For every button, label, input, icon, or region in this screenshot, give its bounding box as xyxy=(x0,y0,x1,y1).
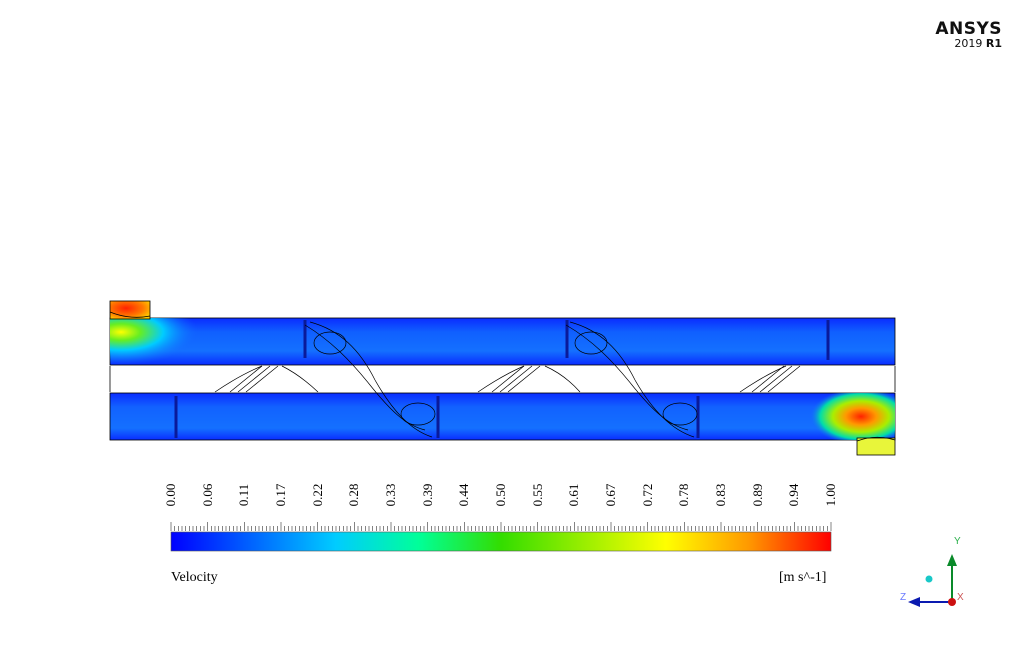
axis-y-label: Y xyxy=(954,536,961,547)
colorbar-tick-label: 0.50 xyxy=(493,483,508,507)
inlet-region xyxy=(110,318,220,365)
baffles xyxy=(174,320,830,438)
helical-baffle-outlines xyxy=(214,321,801,438)
colorbar-tick-label: 0.00 xyxy=(163,483,178,507)
logo-version-release: R1 xyxy=(985,37,1002,50)
axis-x-label: X xyxy=(957,592,964,603)
colorbar-minor-ticks xyxy=(170,522,832,531)
colorbar-tick-label: 0.61 xyxy=(566,483,582,507)
colorbar-tick-label: 0.22 xyxy=(309,483,325,507)
colorbar-tick-label: 0.06 xyxy=(199,483,215,507)
ansys-logo: ANSYS 2019 R1 xyxy=(935,20,1002,50)
shell-bottom-band xyxy=(109,392,896,441)
axis-z-label: Z xyxy=(900,592,906,603)
legend-title: Velocity xyxy=(171,570,218,585)
logo-version-year: 2019 xyxy=(954,37,983,50)
inlet-curve xyxy=(109,311,151,318)
logo-brand: ANSYS xyxy=(935,19,1002,39)
colorbar-tick-label: 0.11 xyxy=(236,483,252,507)
colorbar-tick-label: 0.39 xyxy=(419,483,435,507)
colorbar-tick-label: 0.78 xyxy=(676,483,692,507)
colorbar-tick-label: 0.28 xyxy=(346,483,362,507)
colorbar-tick-label: 0.94 xyxy=(786,483,802,507)
outlet-curve xyxy=(856,436,896,442)
legend-units: [m s^-1] xyxy=(779,570,827,585)
gap-strip xyxy=(110,366,895,392)
contour-plot xyxy=(109,300,896,456)
colorbar-tick-label: 0.55 xyxy=(529,483,545,507)
inlet-nozzle xyxy=(109,300,151,320)
legend-colorbar xyxy=(170,522,832,552)
colorbar-tick-label: 0.72 xyxy=(639,483,655,507)
colorbar-tick-label: 0.67 xyxy=(603,483,618,507)
outlet-region xyxy=(810,393,895,440)
outlet-nozzle xyxy=(856,437,896,456)
colorbar-tick-label: 0.89 xyxy=(749,483,765,507)
logo-version: 2019 R1 xyxy=(935,38,1002,50)
colorbar-fill xyxy=(170,531,832,552)
shell-top-band xyxy=(109,317,896,366)
axis-triad[interactable]: Y Z X xyxy=(900,536,964,607)
colorbar-tick-label: 0.44 xyxy=(456,483,472,507)
colorbar-tick-label: 0.33 xyxy=(383,483,398,507)
colorbar-tick-label: 1.00 xyxy=(823,483,838,507)
colorbar-tick-label: 0.83 xyxy=(713,483,728,507)
colorbar-tick-label: 0.17 xyxy=(273,483,288,507)
